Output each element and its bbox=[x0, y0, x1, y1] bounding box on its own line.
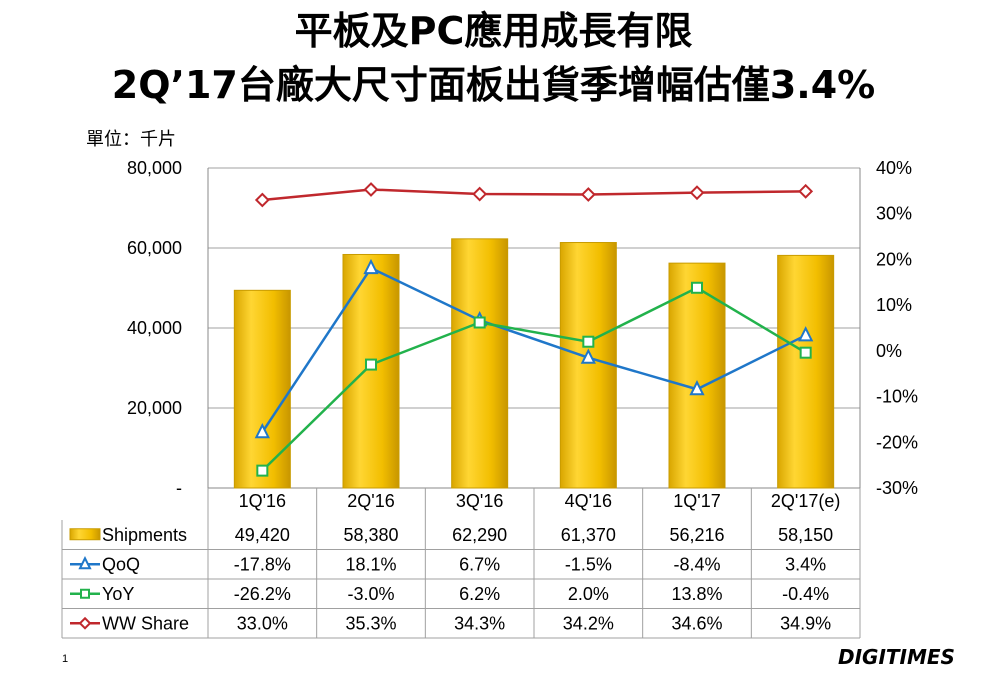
legend-key-marker-qoq bbox=[78, 556, 92, 570]
ww_share-line bbox=[262, 188, 806, 202]
ww_share-marker bbox=[254, 192, 270, 208]
table-cell-ww_share: 34.9% bbox=[780, 613, 831, 633]
table-cell-yoy: 6.2% bbox=[459, 584, 500, 604]
table-cell-yoy: -26.2% bbox=[234, 584, 291, 604]
right-axis-tick-label: -10% bbox=[876, 387, 918, 407]
table-cell-shipments: 56,216 bbox=[669, 525, 724, 545]
yoy-marker bbox=[473, 316, 486, 329]
right-axis-tick-label: 20% bbox=[876, 249, 912, 269]
table-cell-ww_share: 34.3% bbox=[454, 613, 505, 633]
chart-title-line-1: 平板及PC應用成長有限 bbox=[294, 9, 693, 53]
ww_share-marker bbox=[798, 183, 814, 199]
table-cell-ww_share: 34.6% bbox=[671, 613, 722, 633]
x-axis-category-label: 4Q'16 bbox=[565, 491, 612, 511]
qoq-marker bbox=[363, 258, 379, 275]
table-cell-yoy: -0.4% bbox=[782, 584, 829, 604]
right-axis-tick-label: 40% bbox=[876, 158, 912, 178]
table-cell-qoq: -8.4% bbox=[673, 554, 720, 574]
ww_share-marker bbox=[472, 186, 488, 202]
left-axis-tick-label: - bbox=[176, 478, 182, 498]
right-axis-tick-label: 30% bbox=[876, 204, 912, 224]
left-axis-tick-label: 40,000 bbox=[127, 318, 182, 338]
x-axis-category-label: 2Q'16 bbox=[347, 491, 394, 511]
yoy-marker bbox=[582, 335, 595, 348]
table-cell-ww_share: 33.0% bbox=[237, 613, 288, 633]
shipments-bar bbox=[777, 254, 835, 489]
x-axis-category-label: 2Q'17(e) bbox=[771, 491, 840, 511]
legend-label-shipments: Shipments bbox=[102, 525, 187, 545]
left-axis-tick-label: 60,000 bbox=[127, 238, 182, 258]
table-cell-shipments: 62,290 bbox=[452, 525, 507, 545]
shipments-bar bbox=[342, 253, 400, 489]
table-cell-qoq: -1.5% bbox=[565, 554, 612, 574]
ww_share-marker bbox=[689, 185, 705, 201]
table-cell-shipments: 49,420 bbox=[235, 525, 290, 545]
legend-key-marker-ww_share bbox=[78, 616, 92, 630]
left-axis-tick-label: 80,000 bbox=[127, 158, 182, 178]
yoy-marker bbox=[691, 281, 703, 294]
table-cell-qoq: -17.8% bbox=[234, 554, 291, 574]
ww_share-marker bbox=[363, 182, 379, 197]
table-cell-qoq: 3.4% bbox=[785, 554, 826, 574]
chart-title-line-2: 2Q’17台廠大尺寸面板出貨季增幅估僅3.4% bbox=[111, 63, 876, 107]
qoq-line bbox=[261, 266, 807, 433]
table-cell-yoy: -3.0% bbox=[347, 584, 394, 604]
qoq-marker bbox=[580, 348, 596, 364]
shipments-bar bbox=[559, 242, 617, 489]
table-cell-qoq: 18.1% bbox=[345, 554, 396, 574]
yoy-marker bbox=[256, 464, 269, 477]
legend-key-marker-yoy bbox=[80, 588, 90, 599]
right-axis-tick-label: 0% bbox=[876, 341, 902, 361]
table-cell-yoy: 13.8% bbox=[671, 584, 722, 604]
table-cell-ww_share: 35.3% bbox=[345, 613, 396, 633]
right-axis-tick-label: -30% bbox=[876, 478, 918, 498]
table-cell-ww_share: 34.2% bbox=[563, 613, 614, 633]
yoy-line bbox=[261, 286, 807, 472]
table-cell-shipments: 58,150 bbox=[778, 525, 833, 545]
table-cell-shipments: 58,380 bbox=[343, 525, 398, 545]
right-axis-tick-label: 10% bbox=[876, 295, 912, 315]
x-axis-category-label: 1Q'16 bbox=[239, 491, 286, 511]
table-cell-shipments: 61,370 bbox=[561, 525, 616, 545]
legend-label-ww_share: WW Share bbox=[102, 613, 189, 633]
legend-key-shipments bbox=[69, 528, 101, 541]
x-axis-category-label: 1Q'17 bbox=[673, 491, 720, 511]
qoq-marker bbox=[254, 422, 270, 439]
page-number: 1 bbox=[62, 653, 69, 665]
table-cell-qoq: 6.7% bbox=[459, 554, 500, 574]
table-cell-yoy: 2.0% bbox=[568, 584, 609, 604]
yoy-marker bbox=[799, 346, 812, 359]
shipments-bar bbox=[233, 289, 291, 489]
unit-label: 單位：千片 bbox=[86, 129, 176, 150]
legend-label-yoy: YoY bbox=[102, 584, 134, 604]
legend-label-qoq: QoQ bbox=[102, 554, 140, 574]
ww_share-marker bbox=[580, 187, 596, 202]
x-axis-category-label: 3Q'16 bbox=[456, 491, 503, 511]
qoq-marker bbox=[689, 380, 705, 396]
digitimes-logo: DIGITIMES bbox=[838, 645, 955, 669]
left-axis-tick-label: 20,000 bbox=[127, 398, 182, 418]
qoq-marker bbox=[798, 326, 814, 342]
right-axis-tick-label: -20% bbox=[876, 432, 918, 452]
shipments-bar bbox=[451, 238, 509, 489]
yoy-marker bbox=[365, 358, 377, 371]
